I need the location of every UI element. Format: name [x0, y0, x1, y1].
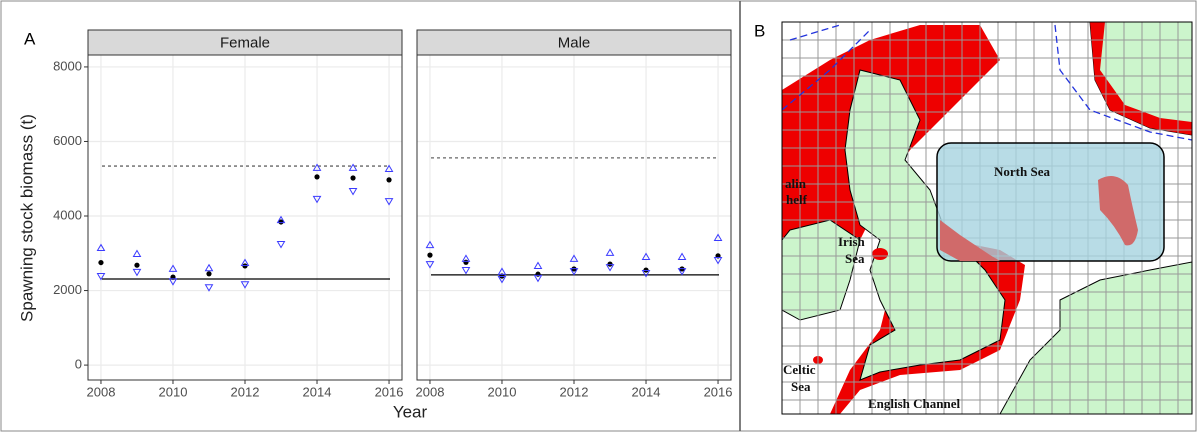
- x-tick-label: 2016: [704, 384, 733, 399]
- point: [312, 163, 322, 171]
- y-tick-label: 2000: [53, 282, 82, 297]
- y-tick-label: 0: [75, 357, 82, 372]
- map-label: Sea: [845, 251, 865, 266]
- point: [533, 274, 543, 283]
- map-label: alin: [785, 176, 807, 191]
- point: [497, 275, 507, 284]
- x-tick-label: 2014: [632, 384, 661, 399]
- point: [240, 258, 250, 266]
- point: [533, 261, 543, 269]
- point: [677, 252, 687, 261]
- x-tick-label: 2012: [560, 384, 589, 399]
- point: [641, 270, 651, 278]
- point: [463, 259, 469, 265]
- map-label: North Sea: [994, 164, 1050, 179]
- panel-border: [87, 54, 403, 381]
- point: [425, 261, 435, 269]
- point: [641, 252, 651, 261]
- point: [677, 268, 687, 276]
- point: [132, 249, 142, 258]
- point: [204, 284, 214, 292]
- point: [206, 271, 212, 277]
- point: [276, 215, 286, 224]
- point: [312, 195, 322, 204]
- x-tick-label: 2008: [87, 384, 116, 399]
- y-tick-label: 4000: [53, 207, 82, 222]
- strip: [416, 29, 732, 56]
- y-tick-label: 6000: [53, 133, 82, 148]
- x-tick-label: 2008: [416, 384, 445, 399]
- map: North Sea Irish Sea Celtic Sea English C…: [781, 21, 1193, 415]
- strip-title: Male: [558, 34, 591, 51]
- map-label: Celtic: [783, 362, 816, 377]
- point: [713, 233, 723, 241]
- point: [348, 163, 358, 171]
- panel-label: B: [754, 21, 765, 40]
- point: [278, 219, 284, 225]
- map-label: Sea: [791, 379, 811, 394]
- strip-title: Female: [220, 34, 270, 51]
- point: [276, 240, 286, 249]
- point: [348, 188, 358, 196]
- panel-label: A: [24, 29, 36, 48]
- point: [98, 259, 104, 266]
- point: [535, 271, 541, 277]
- y-axis-title: Spawning stock biomass (t): [17, 114, 36, 322]
- y-tick-label: 8000: [53, 58, 82, 73]
- point: [96, 243, 106, 252]
- point: [461, 267, 471, 275]
- point: [132, 268, 142, 277]
- point: [425, 240, 435, 249]
- point: [605, 264, 615, 272]
- point: [96, 273, 106, 281]
- point: [461, 254, 471, 262]
- x-axis-title: Year: [393, 402, 428, 421]
- point: [384, 164, 394, 173]
- point: [386, 177, 392, 183]
- point: [605, 248, 615, 256]
- map-label: English Channel: [868, 396, 961, 411]
- point: [427, 252, 433, 258]
- x-tick-label: 2014: [303, 384, 332, 399]
- point: [168, 278, 178, 286]
- point: [134, 262, 140, 268]
- x-tick-label: 2010: [488, 384, 517, 399]
- point: [569, 268, 579, 276]
- panel-border: [416, 54, 732, 381]
- point: [204, 263, 214, 272]
- point: [240, 281, 250, 289]
- x-tick-label: 2010: [159, 384, 188, 399]
- map-label: helf: [786, 192, 808, 207]
- point: [713, 256, 723, 265]
- strip: [87, 29, 403, 56]
- point: [569, 254, 579, 262]
- x-tick-label: 2012: [231, 384, 260, 399]
- point: [350, 175, 356, 181]
- x-tick-label: 2016: [375, 384, 404, 399]
- point: [497, 267, 507, 275]
- point: [384, 198, 394, 206]
- map-label: Irish: [838, 234, 866, 249]
- point: [314, 174, 320, 180]
- point: [168, 264, 178, 272]
